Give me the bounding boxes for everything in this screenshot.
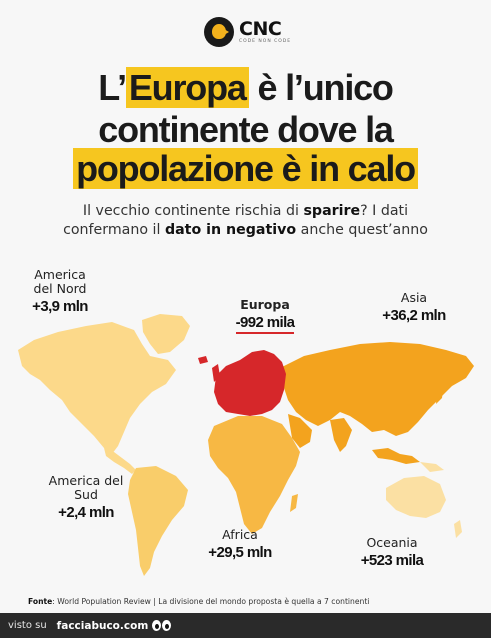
value-north-america: +3,9 mln [32, 298, 88, 315]
infographic-card: CNC CODE NON CODE L’Europa è l’unico con… [0, 14, 491, 606]
source-note: Fonte: World Population Review | La divi… [28, 597, 370, 606]
africa-shape [208, 416, 300, 534]
arabia-shape [288, 414, 312, 448]
eyes-icon [152, 620, 172, 631]
label-oceania: Oceania +523 mila [354, 536, 430, 569]
footer-bar: visto su facciabuco.com [0, 613, 491, 638]
footer-site-link[interactable]: facciabuco.com [56, 619, 149, 632]
headline-line-3: popolazione è in calo [0, 148, 491, 189]
india-shape [330, 418, 352, 452]
australia-shape [386, 476, 446, 518]
madagascar-shape [290, 494, 298, 512]
new-guinea-shape [420, 462, 444, 472]
new-zealand-shape [454, 520, 462, 538]
greenland-shape [142, 314, 190, 354]
asia-shape [280, 342, 474, 436]
southeast-asia-islands-shape [372, 448, 420, 464]
headline-highlight-popolazione: popolazione è in calo [73, 148, 418, 189]
value-asia: +36,2 mln [382, 307, 446, 324]
logo-tagline: CODE NON CODE [239, 38, 292, 44]
subtitle-line-1: Il vecchio continente rischia di sparire… [82, 203, 409, 219]
world-map [18, 314, 474, 576]
japan-shape [436, 382, 444, 404]
headline-line-1: L’Europa è l’unico [98, 67, 394, 108]
label-south-america: America del Sud +2,4 mln [48, 473, 124, 521]
south-america-shape [128, 466, 188, 576]
value-europe: -992 mila [235, 315, 295, 334]
europe-shape [214, 350, 286, 416]
footer-visto-text: visto su [8, 620, 47, 631]
label-europe: Europa -992 mila [222, 298, 308, 334]
label-north-america: America del Nord +3,9 mln [24, 268, 96, 315]
headline-line-2: continente dove la [98, 109, 394, 150]
north-america-shape [18, 322, 176, 454]
value-south-america: +2,4 mln [58, 504, 114, 521]
label-asia: Asia +36,2 mln [376, 291, 452, 324]
value-oceania: +523 mila [360, 552, 424, 569]
iceland-shape [198, 356, 208, 364]
value-africa: +29,5 mln [208, 544, 272, 561]
uk-shape [212, 364, 220, 382]
bird-logo-icon [204, 17, 234, 47]
headline-highlight-europa: Europa [125, 67, 249, 108]
logo-name: CNC [239, 17, 282, 40]
subtitle-line-2: confermano il dato in negativo anche que… [63, 222, 428, 238]
label-africa: Africa +29,5 mln [200, 528, 280, 561]
cnc-logo: CNC CODE NON CODE [204, 14, 291, 50]
central-america-shape [104, 448, 136, 474]
